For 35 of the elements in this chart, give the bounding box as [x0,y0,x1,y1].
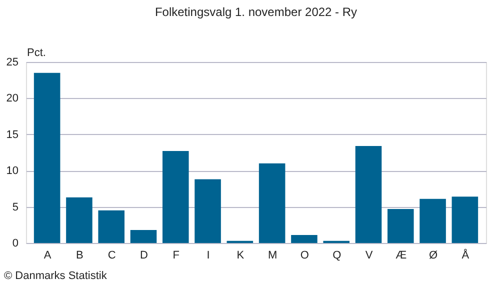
x-tick-label: A [44,250,52,262]
x-tick-label: V [365,250,374,262]
y-tick-label: 10 [6,165,18,178]
y-tick-label: 15 [6,128,18,141]
x-tick-label: F [172,250,180,262]
bar [34,72,60,243]
x-tick-label: B [76,250,84,262]
x-tick-label: K [236,250,245,262]
bar [162,151,189,243]
bar [258,163,286,243]
bar [388,208,414,243]
text: © Danmarks Statistik [4,270,108,282]
y-tick-label: 20 [6,92,18,105]
x-tick-label: Æ [396,250,407,262]
x-tick-label: M [268,250,278,262]
bar [452,196,478,243]
x-tick-label: C [108,250,116,262]
bar [420,198,446,243]
y-axis-title: Pct. [27,47,46,59]
x-tick-label: I [206,250,210,262]
bar [291,235,318,243]
bar [130,230,157,243]
bar [98,210,124,243]
y-tick-label: 5 [12,201,18,214]
x-tick-label: Q [332,250,342,262]
y-tick-label: 0 [12,238,18,250]
x-tick-label: D [140,250,148,262]
bar [194,179,221,243]
chart-title: Folketingsvalg 1. november 2022 - Ry [154,5,358,19]
y-tick-label: 25 [6,56,18,68]
x-tick-label: Ø [429,250,438,262]
x-tick-label: O [300,250,310,262]
bar [355,146,382,243]
bar [66,197,92,243]
x-tick-label: Å [462,248,470,262]
